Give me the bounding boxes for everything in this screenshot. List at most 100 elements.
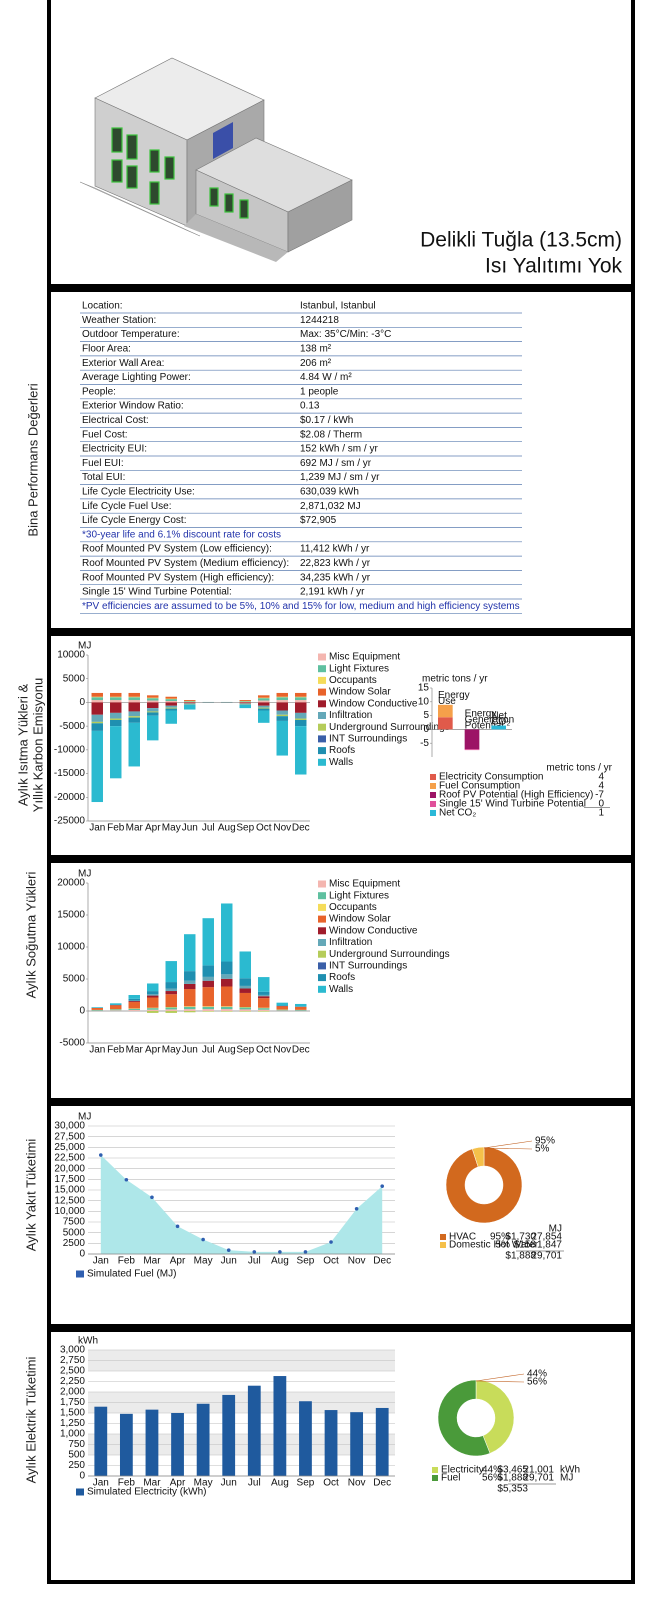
section-frame	[47, 1102, 635, 1328]
x-tick-label: Jun	[182, 823, 198, 834]
row-label: Roof Mounted PV System (Medium efficienc…	[82, 558, 289, 569]
legend-swatch	[430, 792, 436, 798]
section-frame	[47, 1328, 635, 1584]
callout-line	[475, 1373, 525, 1382]
bar-segment	[147, 715, 159, 741]
bar-segment	[165, 1011, 177, 1013]
legend-label: Walls	[329, 984, 353, 995]
grid-band	[88, 1402, 395, 1413]
point	[278, 1250, 282, 1254]
legend-label: Occupants	[329, 902, 377, 913]
bar-segment	[202, 918, 214, 966]
bar-segment	[110, 718, 122, 720]
y-tick-label: 1,000	[60, 1429, 85, 1440]
row-value: $72,905	[300, 515, 337, 526]
point	[329, 1240, 333, 1244]
bar-segment	[239, 1007, 251, 1010]
table-value: 4	[598, 772, 604, 783]
legend-label: Infiltration	[329, 710, 372, 721]
x-tick-label: Dec	[292, 1045, 310, 1056]
bar-segment	[184, 983, 196, 990]
x-tick-label: Aug	[218, 823, 236, 834]
row-label: Total EUI:	[82, 472, 125, 483]
x-tick-label: Oct	[256, 823, 272, 834]
x-tick-label: Jan	[89, 1045, 105, 1056]
bar-segment	[295, 702, 307, 713]
bar	[222, 1394, 236, 1476]
row-label: People:	[82, 386, 116, 397]
bar-segment	[147, 994, 159, 996]
x-tick-label: Dec	[292, 823, 310, 834]
bar-segment	[276, 1006, 288, 1010]
bar	[196, 1403, 210, 1476]
bar-segment	[258, 695, 270, 698]
pie-slice	[445, 1146, 523, 1224]
bar-segment	[258, 1008, 270, 1010]
y-tick-label: 2,000	[60, 1387, 85, 1398]
category-label: Energy Generation Potential	[465, 708, 517, 731]
bar-segment	[110, 702, 122, 713]
point	[124, 1177, 129, 1182]
x-tick-label: Sep	[236, 1045, 254, 1056]
bar-segment	[295, 697, 307, 701]
y-tick-label: 250	[68, 1460, 85, 1471]
y-tick-label: 0	[423, 724, 429, 735]
table-percent: 44%	[482, 1465, 502, 1476]
x-tick-label: Feb	[107, 823, 125, 834]
y-tick-label: 10,000	[54, 1206, 85, 1217]
bar-segment	[258, 977, 270, 992]
table-header: metric tons / yr	[546, 763, 612, 774]
legend-swatch	[318, 688, 326, 696]
bar-segment	[239, 701, 251, 702]
x-tick-label: Oct	[323, 1478, 339, 1489]
bar-segment	[258, 707, 270, 709]
table-amount: 27,854	[531, 1232, 562, 1243]
grid-band	[88, 1444, 395, 1455]
x-tick-label: Jun	[221, 1256, 237, 1267]
row-label: Life Cycle Electricity Use:	[82, 487, 195, 498]
y-tick-label: -25000	[54, 816, 86, 827]
bar-segment	[295, 1006, 307, 1010]
bar-segment	[464, 729, 480, 750]
grid-band	[88, 1350, 395, 1361]
legend-swatch	[440, 1234, 446, 1240]
legend-swatch	[318, 700, 326, 708]
grid-band	[88, 1360, 395, 1371]
callout-label: 5%	[535, 1144, 550, 1155]
y-tick-label: 7500	[63, 1217, 86, 1228]
table-value: 1	[598, 808, 604, 819]
y-tick-label: 5000	[63, 974, 86, 985]
x-tick-label: Aug	[218, 1045, 236, 1056]
y-tick-label: 1,500	[60, 1408, 85, 1419]
bar-segment	[128, 995, 140, 999]
bar-segment	[295, 719, 307, 727]
bar-segment	[128, 1008, 140, 1011]
legend-swatch	[318, 880, 326, 888]
x-tick-label: Apr	[170, 1256, 186, 1267]
legend-swatch	[318, 892, 326, 900]
bar-segment	[221, 1009, 233, 1011]
grid-band	[88, 1434, 395, 1445]
y-tick-label: 0	[79, 1471, 85, 1482]
bar-segment	[165, 705, 177, 708]
bar-segment	[258, 1009, 270, 1011]
bar-segment	[202, 1006, 214, 1010]
bar-segment	[276, 716, 288, 721]
legend-label: Underground Surroundings	[329, 722, 450, 733]
section-frame	[47, 288, 635, 632]
bar-segment	[258, 700, 270, 703]
x-tick-label: Mar	[143, 1478, 161, 1489]
x-tick-label: Nov	[273, 1045, 291, 1056]
y-tick-label: 0	[79, 1249, 85, 1260]
row-label: Location:	[82, 301, 123, 312]
bar-segment	[165, 699, 177, 702]
bar-segment	[438, 717, 453, 730]
row-value: $2.08 / Therm	[300, 429, 362, 440]
table-percent: 5%	[496, 1240, 511, 1251]
callout-line	[483, 1140, 533, 1149]
bar-segment	[276, 700, 288, 703]
row-label: Fuel Cost:	[82, 429, 128, 440]
y-tick-label: -5000	[59, 721, 85, 732]
note: *30-year life and 6.1% discount rate for…	[82, 529, 281, 540]
